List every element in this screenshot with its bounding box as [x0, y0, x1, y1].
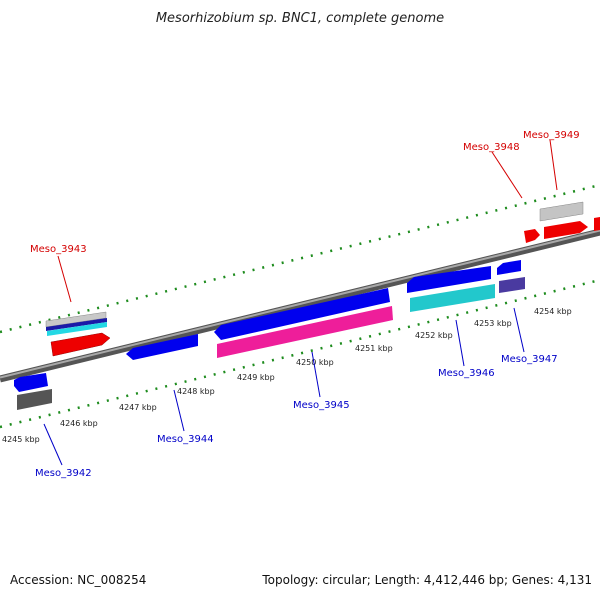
feature-darkblue-3943	[46, 318, 107, 331]
position-label: 4245 kbp	[2, 435, 40, 444]
accession-text: Accession: NC_008254	[10, 573, 147, 587]
position-label: 4248 kbp	[177, 387, 215, 396]
leader-3947	[513, 307, 525, 353]
position-label: 4253 kbp	[474, 319, 512, 328]
leader-3943	[57, 255, 72, 303]
gene-labels: Meso_3943 Meso_3948 Meso_3949 Meso_3942 …	[30, 130, 580, 479]
map-title: Mesorhizobium sp. BNC1, complete genome	[156, 11, 444, 26]
position-label: 4246 kbp	[60, 419, 98, 428]
leader-3949	[549, 139, 558, 191]
gene-label: Meso_3943	[30, 244, 87, 255]
genome-backbone	[0, 228, 600, 383]
gene-label: Meso_3946	[438, 368, 495, 379]
feature-blue-3946	[407, 266, 491, 293]
feature-red-3943	[50, 332, 111, 357]
leader-3946	[455, 319, 465, 367]
position-label: 4247 kbp	[119, 403, 157, 412]
feature-blue-3945	[214, 288, 390, 340]
reverse-strand-features	[14, 260, 525, 410]
gene-label: Meso_3947	[501, 354, 558, 365]
feature-red-3949	[544, 221, 588, 239]
feature-cyan-3946	[410, 284, 495, 312]
position-label: 4252 kbp	[415, 331, 453, 340]
position-label: 4254 kbp	[534, 307, 572, 316]
leader-3944	[173, 389, 185, 432]
position-label: 4251 kbp	[355, 344, 393, 353]
position-label: 4250 kbp	[296, 358, 334, 367]
feature-purple-3947	[499, 277, 525, 293]
feature-blue-3942	[14, 373, 48, 392]
position-labels: 4245 kbp 4246 kbp 4247 kbp 4248 kbp 4249…	[2, 307, 572, 444]
gene-label: Meso_3942	[35, 468, 92, 479]
feature-red-small	[524, 229, 540, 243]
feature-grey-3943	[45, 311, 107, 328]
feature-red-edge	[594, 217, 600, 231]
feature-pink-3945	[217, 306, 393, 358]
feature-blue-3947	[497, 260, 521, 275]
feature-grey-3948	[539, 201, 584, 222]
leader-3945	[311, 351, 321, 398]
feature-blue-3944	[126, 334, 198, 360]
gene-label: Meso_3945	[293, 400, 350, 411]
genome-summary-text: Topology: circular; Length: 4,412,446 bp…	[262, 573, 592, 587]
forward-strand-features	[45, 201, 600, 357]
gene-label: Meso_3948	[463, 142, 520, 153]
feature-grey-3942	[17, 389, 52, 410]
leader-3948	[491, 151, 523, 199]
gene-label: Meso_3949	[523, 130, 580, 141]
leader-lines	[43, 139, 558, 466]
position-label: 4249 kbp	[237, 373, 275, 382]
feature-cyan-3943	[47, 322, 107, 336]
gene-label: Meso_3944	[157, 434, 214, 445]
leader-3942	[43, 423, 63, 466]
